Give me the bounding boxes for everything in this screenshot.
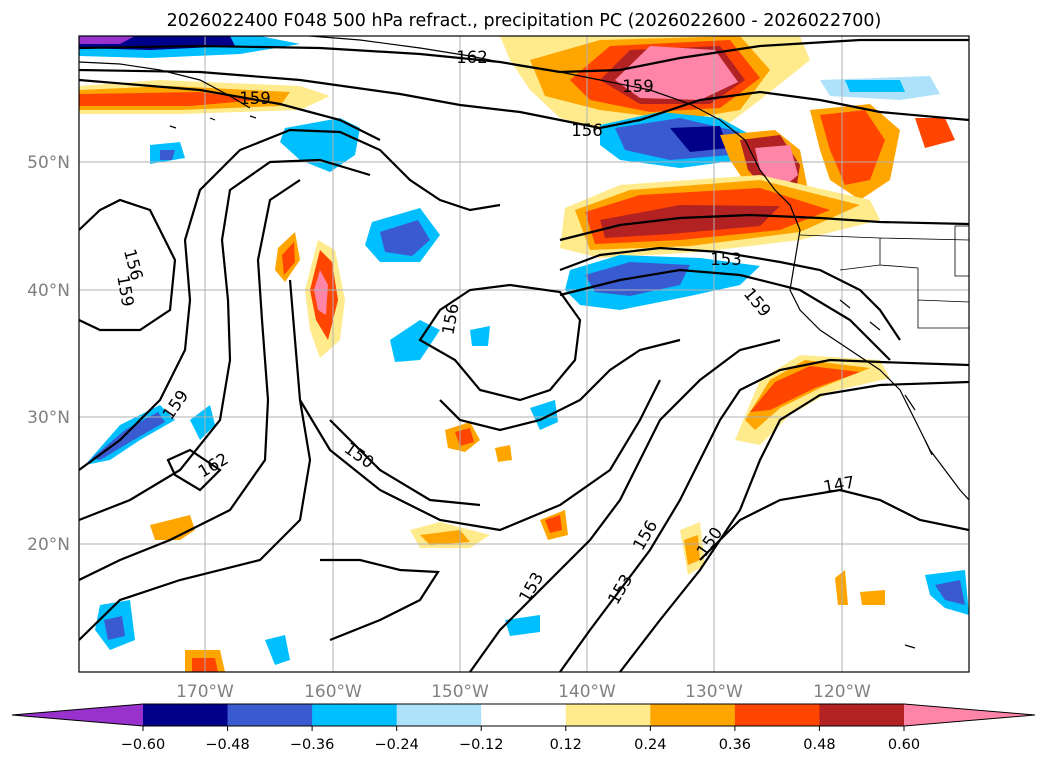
colorbar-segment: [650, 704, 736, 726]
lat-tick-label: 30°N: [27, 408, 70, 428]
colorbar-tick-label: 0.12: [550, 737, 582, 753]
colorbar-tick-label: 0.60: [888, 737, 920, 753]
lon-tick-label: 130°W: [685, 682, 743, 702]
map-frame: [78, 35, 970, 673]
colorbar-segment: [396, 704, 482, 726]
colorbar-tick-label: 0.48: [803, 737, 835, 753]
contour-label: 153: [710, 250, 742, 269]
colorbar-segment: [734, 704, 820, 726]
colorbar-tick-label: −0.60: [121, 737, 165, 753]
colorbar-tick-label: 0.36: [719, 737, 751, 753]
contour-label: 159: [622, 77, 654, 96]
lat-tick-labels: 50°N 40°N 30°N 20°N: [27, 153, 70, 555]
colorbar-extend-left: [12, 704, 143, 726]
contour-label: 162: [456, 48, 488, 67]
lon-tick-label: 150°W: [431, 682, 489, 702]
colorbar-segment: [565, 704, 651, 726]
contour-label: 159: [239, 89, 271, 108]
shaded-field: [79, 36, 969, 672]
lon-tick-labels: 170°W 160°W 150°W 140°W 130°W 120°W: [176, 682, 871, 702]
lon-tick-label: 160°W: [304, 682, 362, 702]
colorbar-segment: [143, 704, 229, 726]
lon-tick-label: 140°W: [558, 682, 616, 702]
colorbar-tick-label: −0.24: [374, 737, 418, 753]
colorbar-tick-label: 0.24: [634, 737, 666, 753]
colorbar-segment: [227, 704, 313, 726]
lat-tick-label: 20°N: [27, 535, 70, 555]
colorbar-segment: [312, 704, 398, 726]
colorbar-segment: [819, 704, 905, 726]
colorbar-segment: [481, 704, 567, 726]
lon-tick-label: 170°W: [176, 682, 234, 702]
colorbar-tick-label: −0.48: [205, 737, 249, 753]
lat-tick-label: 50°N: [27, 153, 70, 173]
contours: [79, 38, 969, 672]
colorbar-tick-label: −0.36: [290, 737, 334, 753]
lon-tick-label: 120°W: [813, 682, 871, 702]
colorbar-tick-label: −0.12: [459, 737, 503, 753]
map-panel: 162 159 156 159 156 153 159 159 159 162 …: [79, 36, 969, 672]
colorbar: −0.60 −0.48 −0.36 −0.24 −0.12 0.12 0.24 0.36 0.4…: [11, 703, 1036, 753]
figure-title: 2026022400 F048 500 hPa refract., precip…: [167, 11, 882, 31]
lat-tick-label: 40°N: [27, 281, 70, 301]
contour-label: 156: [571, 121, 603, 140]
colorbar-extend-right: [904, 704, 1035, 726]
